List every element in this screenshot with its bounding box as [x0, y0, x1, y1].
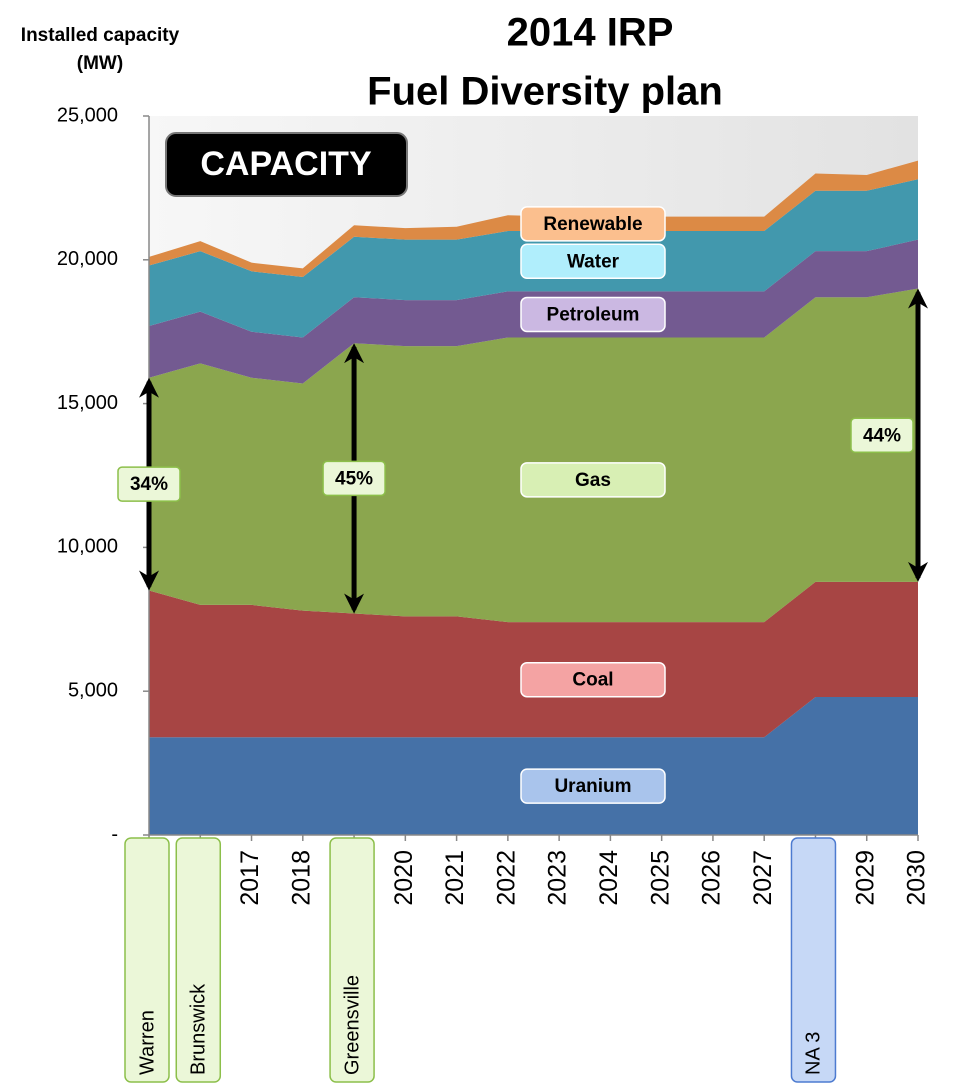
series-label-box — [520, 206, 666, 242]
series-label-box — [520, 243, 666, 279]
x-tick-label: 2026 — [698, 850, 726, 906]
series-label: Uranium — [554, 776, 631, 797]
annotation-box — [322, 460, 386, 497]
x-tick-label: 2018 — [287, 850, 315, 906]
area — [149, 581, 918, 738]
y-tick-label: 15,000 — [57, 392, 118, 414]
x-tick-label: 2030 — [903, 850, 931, 906]
y-tick-label: - — [111, 823, 118, 845]
x-tick-label: 2025 — [646, 850, 674, 906]
x-tick-label: 2023 — [544, 850, 572, 906]
badge-box — [165, 132, 408, 197]
x-tick-label: 2020 — [390, 850, 418, 906]
overlay: -5,00010,00015,00020,00025,0002015201620… — [57, 104, 931, 1083]
series-label: Renewable — [543, 214, 642, 235]
series-label: Water — [567, 251, 620, 272]
x-tick-label: 2024 — [595, 850, 623, 906]
y-tick-label: 25,000 — [57, 104, 118, 126]
event-box — [329, 837, 375, 1083]
y-tick-label: 20,000 — [57, 248, 118, 270]
event-box — [175, 837, 222, 1083]
series-label-box — [520, 462, 666, 498]
annotation-box — [850, 417, 914, 453]
y-tick-label: 5,000 — [68, 679, 118, 701]
area — [149, 696, 918, 835]
annotation-box — [117, 466, 181, 502]
event-label: Warren — [136, 1010, 158, 1075]
x-tick-label: 2027 — [749, 850, 777, 906]
annotation: 45% — [335, 468, 373, 489]
y-axis-label: Installed capacity (MW) — [20, 25, 180, 74]
y-label-box: Installed capacity (MW) — [20, 25, 180, 74]
event-box — [790, 837, 837, 1083]
annotation: 44% — [863, 425, 901, 446]
series-label: Coal — [572, 670, 613, 691]
chart-subtitle: Fuel Diversity plan — [367, 70, 723, 114]
event-box — [124, 837, 170, 1083]
badge: CAPACITY — [200, 145, 372, 183]
series-label: Gas — [575, 470, 611, 491]
series-label: Petroleum — [547, 304, 640, 325]
series-label-box — [520, 768, 666, 804]
series-label-box — [520, 296, 666, 333]
event-label: Brunswick — [188, 983, 210, 1075]
series-label-box — [520, 661, 666, 698]
area — [149, 288, 918, 623]
y-tick-label: 10,000 — [57, 536, 118, 558]
x-tick-label: 2017 — [236, 850, 264, 906]
x-tick-label: 2021 — [441, 850, 469, 906]
annotation: 34% — [130, 474, 168, 495]
chart-title: 2014 IRP — [507, 11, 674, 55]
event-label: Greensville — [341, 975, 363, 1075]
x-tick-label: 2022 — [492, 850, 520, 906]
x-tick-label: 2029 — [851, 850, 879, 906]
event-label: NA 3 — [803, 1032, 825, 1075]
